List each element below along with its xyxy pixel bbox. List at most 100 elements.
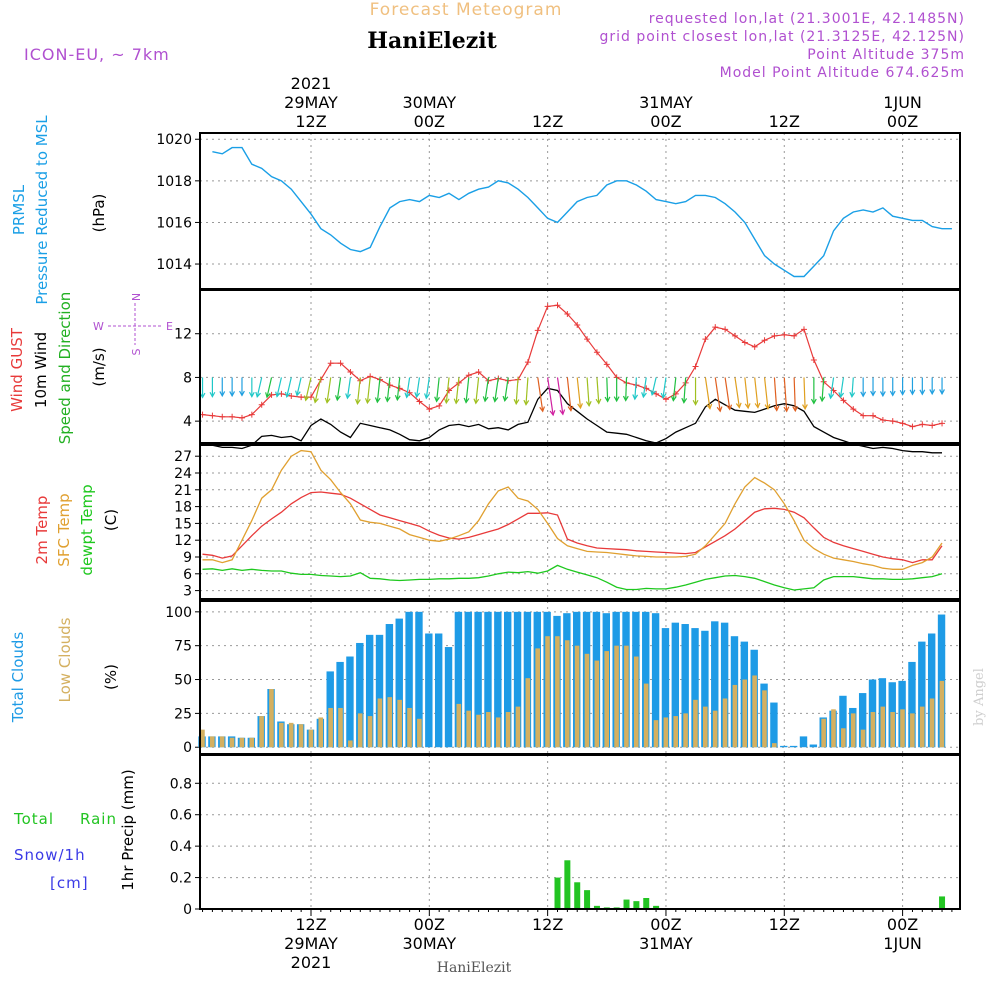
wind-arrow-head [567, 405, 574, 412]
wind-arrow-head [334, 395, 341, 402]
total-rain-label-b: Rain [80, 810, 117, 828]
temp-sfc-label: SFC Temp [55, 493, 73, 566]
gust-marker [909, 423, 916, 430]
total-cloud-bar [858, 693, 867, 748]
wind-arrow-head [783, 406, 790, 413]
low-cloud-bar [357, 713, 363, 748]
y-tick-label: 24 [174, 466, 192, 482]
wind-dir-label: Speed and Direction [56, 292, 74, 445]
low-cloud-bar [732, 684, 738, 748]
wind-arrow-head [879, 391, 886, 398]
low-cloud-bar [919, 706, 925, 748]
top-time-label: 12Z [769, 112, 800, 131]
low-cloud-bar [249, 737, 255, 748]
low-cloud-bar [338, 707, 343, 748]
wind-arrow-head [364, 398, 371, 405]
wind-arrow [296, 377, 302, 396]
wind-arrow-head [670, 395, 677, 402]
low-cloud-bar [890, 712, 895, 748]
rain-bar [564, 860, 571, 909]
wind-arrow-head [595, 398, 602, 405]
top-time-label: 30MAY [402, 93, 456, 112]
temp-dewpt-label: dewpt Temp [78, 484, 96, 575]
y-tick-label: 1020 [156, 132, 192, 148]
wind-arrow [484, 377, 490, 402]
wind-arrow-head [604, 396, 611, 403]
gust-marker [791, 332, 798, 339]
rain-bar [653, 905, 660, 909]
wind-arrow [386, 377, 391, 402]
gust-marker [534, 327, 541, 334]
bottom-time-label: 12Z [532, 915, 563, 934]
compass-north: N [130, 293, 143, 301]
wind-arrow [356, 377, 361, 404]
gust-marker [386, 382, 393, 389]
low-cloud-bar [841, 728, 846, 748]
top-time-label: 00Z [414, 112, 445, 131]
pressure-msl-label: Pressure Reduced to MSL [33, 115, 51, 305]
total-cloud-bar [809, 744, 818, 748]
gust-marker [702, 336, 709, 343]
gust-marker [731, 332, 738, 339]
total-cloud-bar [415, 611, 423, 748]
wind-arrow-head [632, 394, 639, 401]
wind-arrow-head [764, 403, 771, 410]
wind-arrow [504, 377, 509, 401]
y-tick-label: 6 [183, 567, 192, 583]
wind-arrow-head [513, 399, 520, 406]
wind-arrow [326, 377, 332, 403]
wind-arrow [596, 377, 600, 404]
top-time-label: 2021 [291, 74, 332, 93]
wind-arrow-head [239, 390, 245, 397]
y-tick-label: 3 [183, 584, 192, 600]
wind-arrow-head [284, 391, 291, 399]
low-clouds-label: Low Clouds [56, 617, 74, 702]
low-cloud-bar [673, 716, 679, 748]
wind-arrow-head [792, 406, 799, 413]
low-cloud-bar [584, 653, 590, 748]
gust-marker [229, 413, 236, 420]
low-cloud-bar [486, 712, 491, 748]
low-cloud-bar [821, 718, 826, 748]
wind-arrow-head [229, 391, 236, 398]
bottom-time-label: 29MAY [284, 934, 338, 953]
wind-arrow-head [414, 392, 421, 399]
wind-arrow [783, 377, 788, 412]
wind-arrow [576, 377, 582, 409]
gust-marker [801, 326, 807, 333]
wind-arrow [672, 377, 677, 401]
wind-arrow-head [324, 397, 331, 404]
pressure-line [212, 146, 952, 278]
gust-marker [712, 324, 719, 331]
wind-arrow [642, 377, 647, 398]
pressure-unit-label: (hPa) [90, 194, 108, 233]
y-tick-label: 50 [174, 673, 192, 689]
wind-arrow-head [473, 398, 480, 405]
gust-marker [465, 372, 472, 379]
wind-arrow-head [255, 391, 261, 399]
wind-arrow [305, 377, 312, 401]
wind-arrow-head [374, 397, 381, 404]
compass-south: S [130, 348, 143, 355]
wind-arrow [494, 377, 499, 402]
wind-panel: 4 8 12 [174, 289, 961, 454]
low-cloud-bar [614, 645, 619, 748]
low-cloud-bar [594, 660, 600, 748]
gust-marker [209, 412, 216, 419]
gust-marker [939, 420, 946, 427]
low-cloud-bar [643, 683, 649, 748]
compass-west: W [93, 320, 104, 333]
low-cloud-bar [624, 645, 629, 748]
wind-arrow [840, 377, 845, 398]
low-cloud-bar [219, 736, 225, 748]
y-tick-label: 0.2 [170, 871, 192, 887]
model-altitude: Model Point Altitude 674.625m [720, 65, 965, 81]
wind-arrow-head [295, 390, 301, 397]
wind-arrow-head [735, 402, 742, 409]
y-tick-label: 100 [165, 605, 192, 621]
low-cloud-bar [683, 713, 688, 748]
low-cloud-bar [367, 716, 373, 748]
low-cloud-bar [910, 713, 915, 748]
total-cloud-bar [444, 647, 453, 748]
